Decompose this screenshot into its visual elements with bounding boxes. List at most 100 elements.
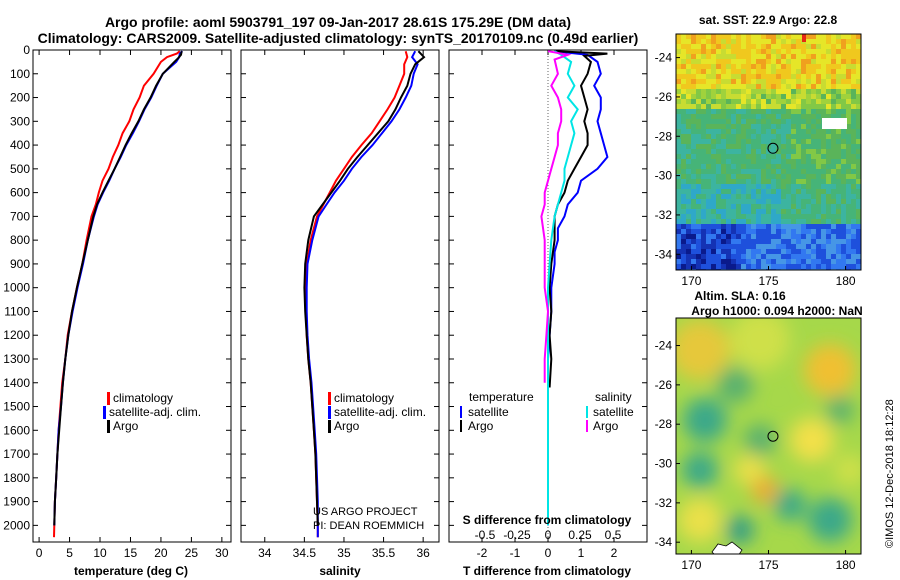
sst-cell <box>861 144 866 149</box>
sst-cell <box>831 139 836 144</box>
sst-cell <box>726 199 731 204</box>
sst-cell <box>836 49 841 54</box>
sst-cell <box>711 229 716 234</box>
sst-cell <box>836 89 841 94</box>
sst-cell <box>861 94 866 99</box>
sst-cell <box>721 209 726 214</box>
x-tick-label: 34.5 <box>293 546 317 560</box>
sst-cell <box>761 94 766 99</box>
x-tick-label: 180 <box>836 274 856 288</box>
sst-cell <box>766 229 771 234</box>
sst-cell <box>751 159 756 164</box>
sst-cell <box>736 199 741 204</box>
sst-cell <box>761 89 766 94</box>
x-tick-label: 2 <box>611 546 618 560</box>
float-position-marker <box>767 142 779 154</box>
sst-cell <box>806 254 811 259</box>
sst-cell <box>786 64 791 69</box>
x-tick-label: 30 <box>215 546 229 560</box>
sst-cell <box>831 259 836 264</box>
sst-cell <box>816 94 821 99</box>
legend-title-salinity: salinity <box>595 390 632 404</box>
sst-cell <box>696 184 701 189</box>
sst-cell <box>831 204 836 209</box>
sst-cell <box>831 209 836 214</box>
sst-cell <box>781 199 786 204</box>
sst-cell <box>821 54 826 59</box>
sst-cell <box>846 189 851 194</box>
sst-cell <box>746 239 751 244</box>
sst-cell <box>781 249 786 254</box>
sst-cell <box>721 199 726 204</box>
sst-cell <box>681 74 686 79</box>
sst-cell <box>861 194 866 199</box>
sst-cell <box>716 44 721 49</box>
sst-cell <box>771 149 776 154</box>
sst-cell <box>791 134 796 139</box>
sst-cell <box>846 244 851 249</box>
sst-cell <box>686 164 691 169</box>
sst-cell <box>736 39 741 44</box>
sst-cell <box>711 254 716 259</box>
sst-cell <box>841 34 846 39</box>
sst-cell <box>836 54 841 59</box>
figure-title-line2: Climatology: CARS2009. Satellite-adjuste… <box>38 30 639 46</box>
sst-cell <box>781 244 786 249</box>
sst-cell <box>741 114 746 119</box>
sst-cell <box>801 264 806 269</box>
sst-cell <box>801 124 806 129</box>
sst-cell <box>836 84 841 89</box>
sst-cell <box>791 99 796 104</box>
sst-cell <box>801 204 806 209</box>
sst-cell <box>811 64 816 69</box>
sst-cell <box>726 154 731 159</box>
sst-cell <box>771 189 776 194</box>
sst-cell <box>826 229 831 234</box>
sst-cell <box>756 59 761 64</box>
sla-blob <box>683 398 727 442</box>
sst-cell <box>681 99 686 104</box>
sst-cell <box>746 184 751 189</box>
sst-cell <box>746 209 751 214</box>
sst-cell <box>756 189 761 194</box>
sst-cell <box>846 224 851 229</box>
sst-cell <box>721 104 726 109</box>
sst-cell <box>766 139 771 144</box>
sst-cell <box>746 169 751 174</box>
sst-cell <box>861 39 866 44</box>
sst-cell <box>696 234 701 239</box>
sst-cell <box>826 54 831 59</box>
sst-cell <box>716 179 721 184</box>
sst-cell <box>846 49 851 54</box>
sst-cell <box>796 189 801 194</box>
sst-cell <box>701 144 706 149</box>
sst-cell <box>786 204 791 209</box>
sst-cell <box>721 224 726 229</box>
x-tick-label: 0 <box>545 546 552 560</box>
sst-cell <box>846 74 851 79</box>
sst-cell <box>846 79 851 84</box>
sst-cell <box>731 134 736 139</box>
sst-cell <box>761 59 766 64</box>
sst-cell <box>861 34 866 39</box>
sst-cell <box>681 229 686 234</box>
sst-cell <box>786 89 791 94</box>
y-tick-label: -28 <box>655 129 673 143</box>
credit-pi: PI: DEAN ROEMMICH <box>313 520 424 532</box>
sst-cell <box>701 249 706 254</box>
sst-cell <box>746 164 751 169</box>
sst-cell <box>831 249 836 254</box>
sst-cell <box>856 139 861 144</box>
sst-cell <box>726 104 731 109</box>
sst-cell <box>676 164 681 169</box>
sst-cell <box>816 134 821 139</box>
sst-cell <box>711 114 716 119</box>
sst-cell <box>731 89 736 94</box>
series-line-argo <box>53 51 183 526</box>
sst-cell <box>676 64 681 69</box>
sst-cell <box>851 264 856 269</box>
sst-cell <box>806 54 811 59</box>
sst-cell <box>836 209 841 214</box>
sst-cell <box>851 189 856 194</box>
sst-cell <box>676 104 681 109</box>
